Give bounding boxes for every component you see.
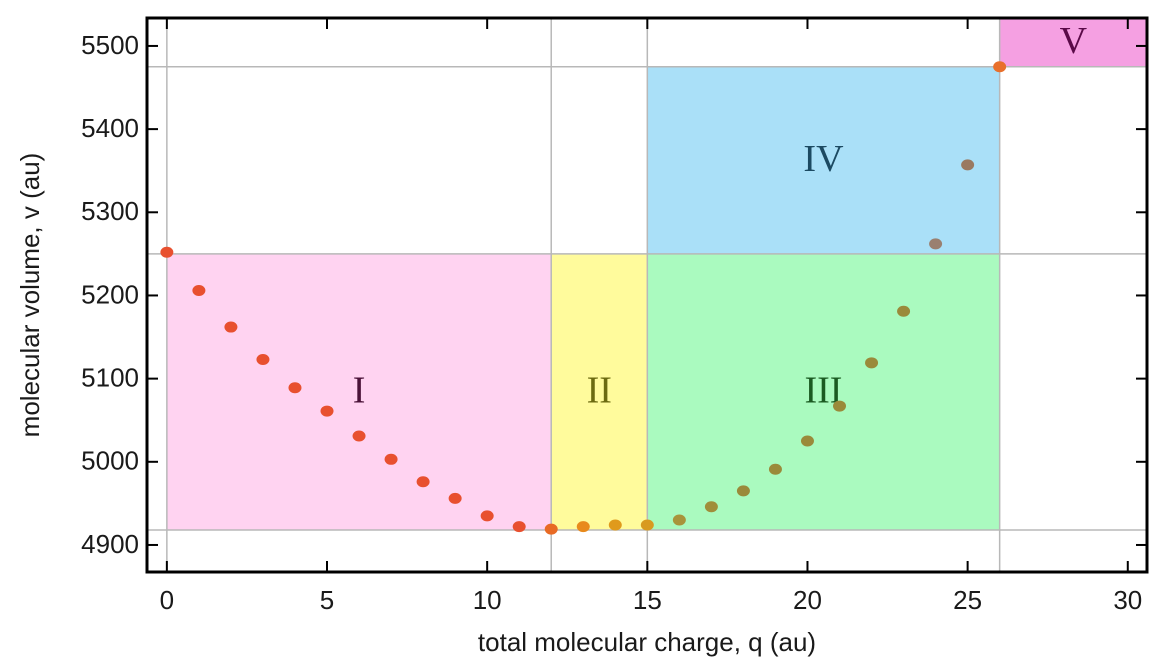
- data-point: [384, 453, 398, 465]
- y-tick-label: 5100: [81, 363, 139, 393]
- y-tick-label: 5200: [81, 279, 139, 309]
- data-point: [704, 501, 718, 513]
- data-point: [320, 405, 334, 417]
- data-point: [672, 514, 686, 526]
- y-tick-label: 5300: [81, 196, 139, 226]
- data-point: [416, 476, 430, 488]
- region: [999, 18, 1147, 67]
- data-point: [929, 238, 943, 250]
- data-point: [192, 284, 206, 296]
- data-point: [448, 492, 462, 504]
- data-point: [288, 382, 302, 394]
- data-point: [993, 61, 1007, 73]
- data-point: [800, 435, 814, 447]
- data-point: [640, 519, 654, 531]
- data-point: [224, 321, 238, 333]
- y-tick-label: 5000: [81, 446, 139, 476]
- data-point: [768, 463, 782, 475]
- x-tick-label: 30: [1113, 585, 1142, 615]
- y-axis-label: molecular volume, v (au): [15, 153, 45, 438]
- data-point: [576, 521, 590, 533]
- data-point: [865, 357, 879, 369]
- region-label: II: [587, 370, 612, 412]
- data-point: [256, 353, 270, 365]
- region: [551, 253, 648, 530]
- x-tick-label: 25: [953, 585, 982, 615]
- data-point: [608, 519, 622, 531]
- data-point: [897, 305, 911, 317]
- x-tick-label: 15: [633, 585, 662, 615]
- data-point: [961, 159, 975, 171]
- y-tick-label: 5500: [81, 30, 139, 60]
- x-tick-label: 0: [160, 585, 174, 615]
- x-tick-label: 10: [473, 585, 502, 615]
- data-point: [352, 430, 366, 442]
- region: [647, 253, 1000, 530]
- x-tick-label: 5: [320, 585, 334, 615]
- x-axis-label: total molecular charge, q (au): [478, 627, 816, 657]
- data-point: [544, 523, 558, 535]
- data-point: [512, 521, 526, 533]
- data-point: [480, 510, 494, 522]
- y-tick-label: 4900: [81, 529, 139, 559]
- region: [647, 66, 1000, 254]
- region-label: I: [353, 370, 366, 412]
- data-point: [160, 246, 174, 258]
- data-point: [833, 400, 847, 412]
- region-label: IV: [803, 138, 844, 180]
- data-point: [736, 485, 750, 497]
- x-tick-label: 20: [793, 585, 822, 615]
- y-tick-label: 5400: [81, 113, 139, 143]
- plot-frame: [145, 16, 1149, 574]
- region: [166, 253, 552, 530]
- region-label: V: [1060, 20, 1088, 62]
